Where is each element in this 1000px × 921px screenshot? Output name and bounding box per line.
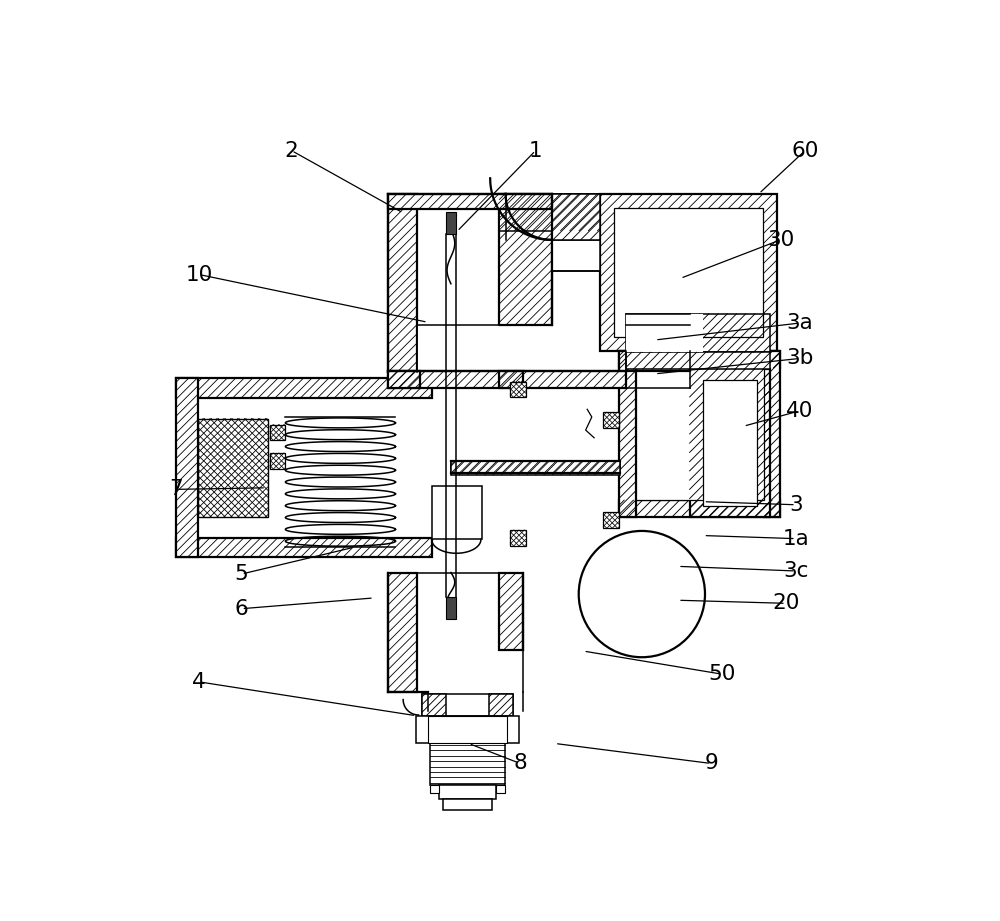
- Bar: [443, 799, 492, 810]
- Bar: [446, 597, 456, 619]
- Bar: [432, 485, 482, 540]
- Bar: [603, 413, 619, 427]
- Bar: [422, 694, 512, 716]
- Bar: [430, 742, 505, 785]
- Text: 3c: 3c: [783, 561, 809, 581]
- Bar: [626, 314, 703, 353]
- Text: 7: 7: [169, 479, 183, 499]
- Text: 40: 40: [786, 401, 813, 421]
- Bar: [619, 351, 636, 517]
- Text: 50: 50: [708, 664, 736, 684]
- Bar: [416, 716, 519, 742]
- Bar: [430, 785, 439, 793]
- Bar: [510, 530, 526, 545]
- Bar: [388, 371, 420, 388]
- Bar: [451, 460, 620, 473]
- Bar: [499, 371, 523, 388]
- Text: 3b: 3b: [786, 348, 813, 368]
- Text: 5: 5: [235, 564, 248, 584]
- Bar: [603, 512, 619, 528]
- Bar: [614, 207, 763, 337]
- Text: 10: 10: [185, 264, 213, 285]
- Bar: [176, 379, 432, 398]
- Bar: [176, 538, 432, 557]
- Bar: [703, 380, 757, 507]
- Bar: [614, 207, 763, 337]
- Text: 1: 1: [529, 141, 542, 160]
- Text: 8: 8: [513, 753, 527, 774]
- Bar: [388, 371, 626, 388]
- Bar: [270, 453, 285, 469]
- Bar: [446, 212, 456, 234]
- Bar: [626, 353, 770, 369]
- Bar: [499, 193, 600, 230]
- Bar: [552, 193, 600, 239]
- Text: 1a: 1a: [782, 529, 809, 549]
- Bar: [690, 369, 770, 517]
- Bar: [499, 573, 523, 649]
- Bar: [626, 314, 770, 353]
- Bar: [489, 694, 512, 716]
- Text: 3a: 3a: [786, 313, 813, 333]
- Bar: [619, 351, 780, 367]
- Text: 3: 3: [789, 495, 803, 515]
- Bar: [422, 694, 446, 716]
- Bar: [388, 193, 552, 209]
- Bar: [417, 324, 499, 372]
- Bar: [428, 716, 507, 742]
- Bar: [510, 381, 526, 397]
- Text: 20: 20: [772, 593, 800, 613]
- Bar: [636, 367, 764, 500]
- Bar: [439, 785, 496, 799]
- Text: 9: 9: [704, 753, 718, 774]
- Bar: [619, 500, 780, 517]
- Bar: [270, 425, 285, 440]
- Bar: [198, 418, 268, 517]
- Text: 30: 30: [767, 230, 794, 250]
- Text: 6: 6: [235, 599, 248, 619]
- Bar: [176, 379, 198, 557]
- Bar: [552, 193, 600, 271]
- Bar: [499, 193, 552, 324]
- Bar: [496, 785, 505, 793]
- Bar: [451, 460, 620, 474]
- Bar: [388, 193, 417, 372]
- Text: 4: 4: [192, 671, 206, 692]
- Text: 60: 60: [791, 141, 819, 160]
- Bar: [388, 573, 417, 692]
- Bar: [600, 193, 777, 351]
- Circle shape: [579, 530, 705, 658]
- Text: 2: 2: [285, 141, 298, 160]
- Bar: [764, 351, 780, 517]
